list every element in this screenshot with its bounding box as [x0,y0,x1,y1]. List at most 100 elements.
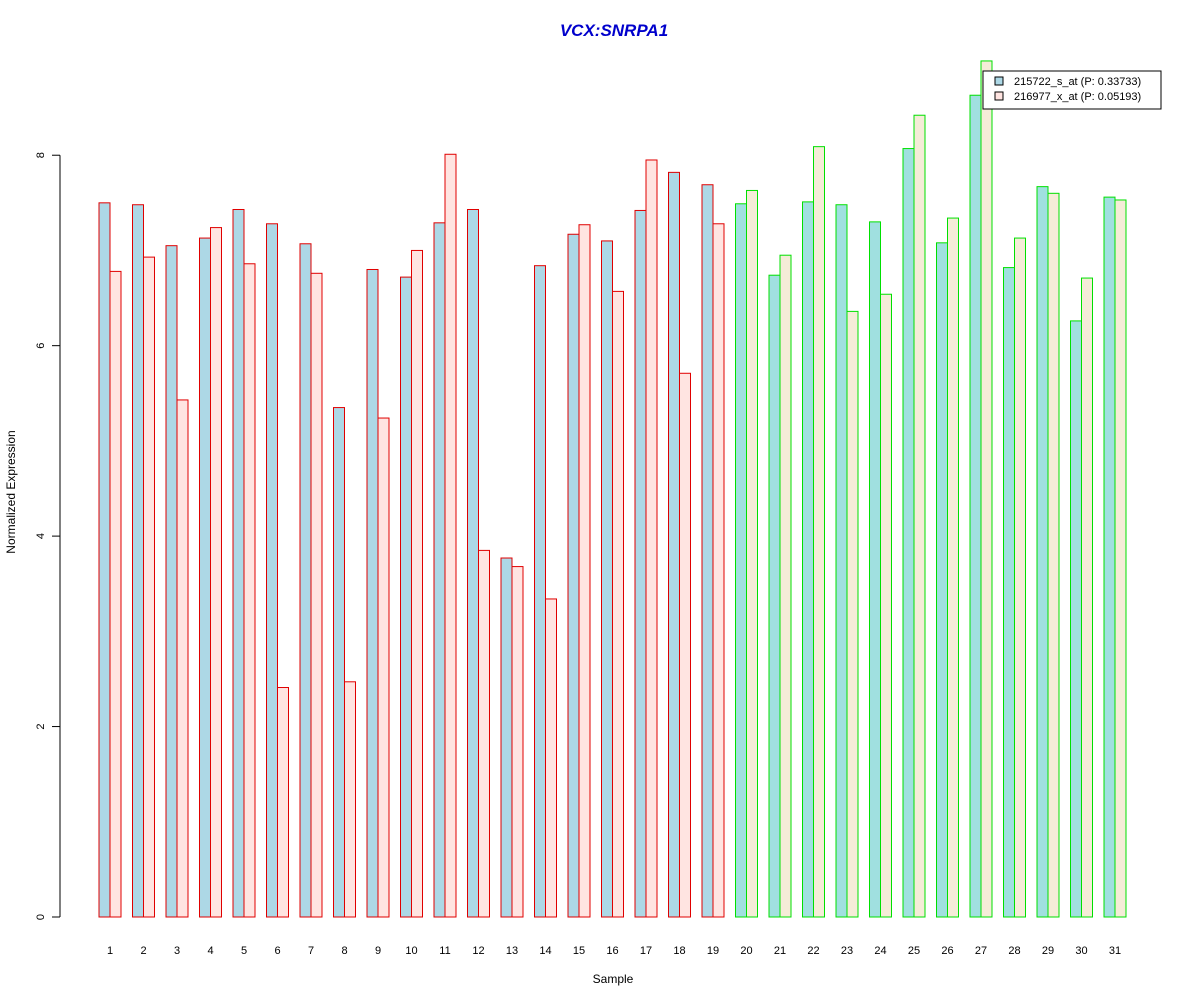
bar-sample-13-series-1 [500,557,513,918]
bar-sample-4-series-2 [210,227,222,918]
bar-sample-3-series-1 [165,245,178,918]
bar-sample-9-series-2 [377,417,390,918]
bar-sample-10-series-2 [411,249,423,918]
bar-sample-10-series-1 [400,276,412,918]
x-tick-label: 17 [640,945,652,957]
legend-swatch-1 [994,76,1004,86]
y-tick-label: 4 [35,533,47,539]
bar-sample-27-series-1 [969,94,982,918]
legend-box [982,70,1162,110]
bar-sample-29-series-1 [1036,186,1049,918]
x-tick-label: 10 [405,945,417,957]
bar-sample-17-series-1 [634,209,647,918]
bar-sample-24-series-1 [869,221,881,918]
bar-sample-18-series-1 [668,171,680,918]
x-tick-label: 23 [841,945,853,957]
x-tick-label: 14 [539,945,551,957]
bar-sample-18-series-2 [679,372,691,918]
y-axis-label: Normalized Expression [4,430,18,553]
x-tick-label: 25 [908,945,920,957]
bar-sample-11-series-1 [433,222,446,918]
bar-sample-9-series-1 [366,268,379,918]
bar-sample-23-series-1 [835,204,848,918]
bar-sample-7-series-2 [310,272,323,918]
x-tick-label: 9 [375,945,381,957]
y-tick-label: 0 [35,914,47,920]
x-tick-label: 3 [174,945,180,957]
bar-sample-6-series-2 [277,687,289,918]
x-tick-label: 6 [274,945,280,957]
x-tick-label: 8 [341,945,347,957]
legend-label-2: 216977_x_at (P: 0.05193) [1014,91,1141,103]
bar-sample-14-series-2 [545,598,557,918]
chart-title: VCX:SNRPA1 [560,21,668,40]
bar-sample-8-series-1 [333,407,345,918]
bar-sample-15-series-1 [567,233,580,918]
bar-sample-1-series-2 [109,270,122,918]
bar-sample-2-series-2 [143,256,155,918]
bar-sample-25-series-2 [913,114,926,918]
x-tick-label: 26 [941,945,953,957]
x-tick-label: 31 [1109,945,1121,957]
x-tick-label: 18 [673,945,685,957]
bar-sample-3-series-2 [176,399,189,918]
bar-sample-31-series-1 [1103,196,1116,918]
x-axis-ticks: 1 2 3 4 5 6 7 8 9 10 11 12 13 14 15 16 17 18 19 20 21 22 23 24 2… [107,945,1121,957]
bar-sample-21-series-2 [779,254,792,918]
x-tick-label: 27 [975,945,987,957]
legend: 215722_s_at (P: 0.33733) 216977_x_at (P:… [982,70,1162,110]
x-tick-label: 5 [241,945,247,957]
bar-sample-16-series-2 [612,290,624,918]
x-tick-label: 20 [740,945,752,957]
x-tick-label: 11 [439,945,450,957]
bar-sample-15-series-2 [578,224,591,918]
x-tick-label: 15 [573,945,585,957]
bar-sample-11-series-2 [444,153,457,918]
bar-sample-25-series-1 [902,148,915,918]
y-tick-label: 6 [35,343,47,349]
x-tick-label: 19 [707,945,719,957]
bar-sample-26-series-2 [947,217,959,918]
bar-sample-29-series-2 [1047,192,1060,918]
bar-sample-14-series-1 [534,265,546,918]
bar-sample-27-series-2 [980,60,993,918]
bar-sample-4-series-1 [199,237,211,918]
x-tick-label: 13 [506,945,518,957]
x-tick-label: 22 [807,945,819,957]
y-tick-label: 2 [35,723,47,729]
legend-swatch-2 [994,91,1004,101]
x-tick-label: 7 [308,945,314,957]
x-tick-label: 16 [606,945,618,957]
y-tick-label: 8 [35,152,47,158]
bar-sample-2-series-1 [132,204,144,918]
bar-sample-19-series-2 [712,223,725,918]
x-tick-label: 28 [1008,945,1020,957]
bar-sample-22-series-1 [802,201,814,918]
bar-sample-20-series-2 [746,189,758,918]
bar-sample-16-series-1 [601,240,613,918]
bar-sample-1-series-1 [98,202,111,918]
legend-label-1: 215722_s_at (P: 0.33733) [1014,76,1141,88]
x-tick-label: 21 [774,945,786,957]
x-tick-label: 29 [1042,945,1054,957]
bar-sample-22-series-2 [813,146,825,918]
x-tick-label: 12 [472,945,484,957]
x-tick-label: 30 [1075,945,1087,957]
bar-sample-17-series-2 [645,159,658,918]
bar-sample-12-series-2 [478,549,490,918]
bar-sample-20-series-1 [735,203,747,918]
bar-sample-5-series-1 [232,208,245,918]
bar-sample-6-series-1 [266,223,278,918]
bar-sample-26-series-1 [936,242,948,918]
x-tick-label: 24 [874,945,886,957]
bar-sample-23-series-2 [846,310,859,918]
x-axis-label: Sample [593,972,634,986]
bar-sample-7-series-1 [299,243,312,918]
bar-sample-30-series-1 [1070,320,1082,918]
bar-sample-31-series-2 [1114,199,1127,918]
bar-sample-19-series-1 [701,184,714,918]
bar-sample-8-series-2 [344,681,356,918]
bar-sample-5-series-2 [243,263,256,918]
x-tick-label: 2 [140,945,146,957]
